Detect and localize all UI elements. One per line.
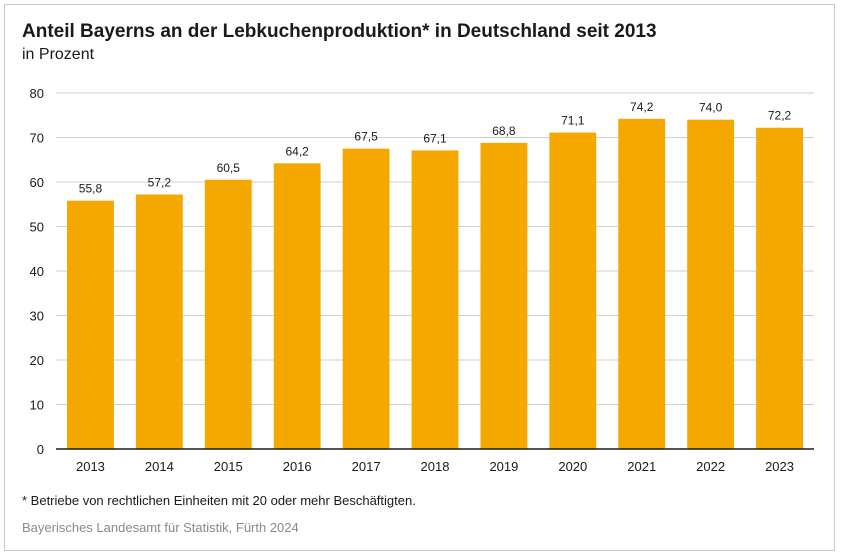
bar bbox=[687, 119, 735, 449]
y-tick-label: 0 bbox=[37, 442, 44, 457]
bar bbox=[135, 194, 183, 449]
x-tick-label: 2018 bbox=[421, 459, 450, 474]
y-tick-label: 50 bbox=[30, 220, 44, 235]
data-label: 55,8 bbox=[79, 182, 103, 196]
data-label: 71,1 bbox=[561, 114, 585, 128]
x-tick-label: 2013 bbox=[76, 459, 105, 474]
bar bbox=[618, 118, 666, 449]
bar bbox=[342, 148, 390, 449]
bar bbox=[480, 142, 528, 449]
bar bbox=[549, 132, 597, 450]
y-tick-label: 10 bbox=[30, 398, 44, 413]
data-label: 74,2 bbox=[630, 100, 654, 114]
x-tick-label: 2023 bbox=[765, 459, 794, 474]
data-label: 57,2 bbox=[148, 175, 172, 189]
data-label: 68,8 bbox=[492, 124, 516, 138]
x-tick-label: 2021 bbox=[627, 459, 656, 474]
x-tick-label: 2017 bbox=[352, 459, 381, 474]
bar bbox=[411, 150, 459, 449]
bar-chart: 0 10 20 30 40 50 60 70 80 55,8 2013 57,2 2014 60,5 201… bbox=[30, 86, 814, 474]
x-tick-label: 2020 bbox=[558, 459, 587, 474]
x-tick-label: 2016 bbox=[283, 459, 312, 474]
y-tick-label: 60 bbox=[30, 175, 44, 190]
x-tick-label: 2015 bbox=[214, 459, 243, 474]
data-label: 67,5 bbox=[354, 130, 378, 144]
bar bbox=[204, 179, 252, 449]
chart-subtitle: in Prozent bbox=[22, 46, 95, 63]
data-label: 74,0 bbox=[699, 101, 723, 115]
x-tick-label: 2019 bbox=[489, 459, 518, 474]
x-tick-label: 2022 bbox=[696, 459, 725, 474]
bar bbox=[273, 163, 321, 449]
data-label: 60,5 bbox=[217, 161, 241, 175]
data-label: 67,1 bbox=[423, 131, 447, 145]
bar bbox=[67, 200, 114, 449]
y-tick-label: 80 bbox=[30, 86, 44, 101]
data-label: 72,2 bbox=[768, 109, 792, 123]
chart-source: Bayerisches Landesamt für Statistik, Für… bbox=[22, 520, 299, 535]
y-tick-label: 40 bbox=[30, 264, 44, 279]
y-tick-label: 20 bbox=[30, 353, 44, 368]
y-tick-label: 70 bbox=[30, 131, 44, 146]
chart-title: Anteil Bayerns an der Lebkuchenproduktio… bbox=[22, 21, 657, 42]
y-tick-label: 30 bbox=[30, 309, 44, 324]
chart-footnote: * Betriebe von rechtlichen Einheiten mit… bbox=[22, 493, 416, 508]
x-tick-label: 2014 bbox=[145, 459, 174, 474]
data-label: 64,2 bbox=[286, 144, 310, 158]
bar bbox=[756, 127, 803, 450]
